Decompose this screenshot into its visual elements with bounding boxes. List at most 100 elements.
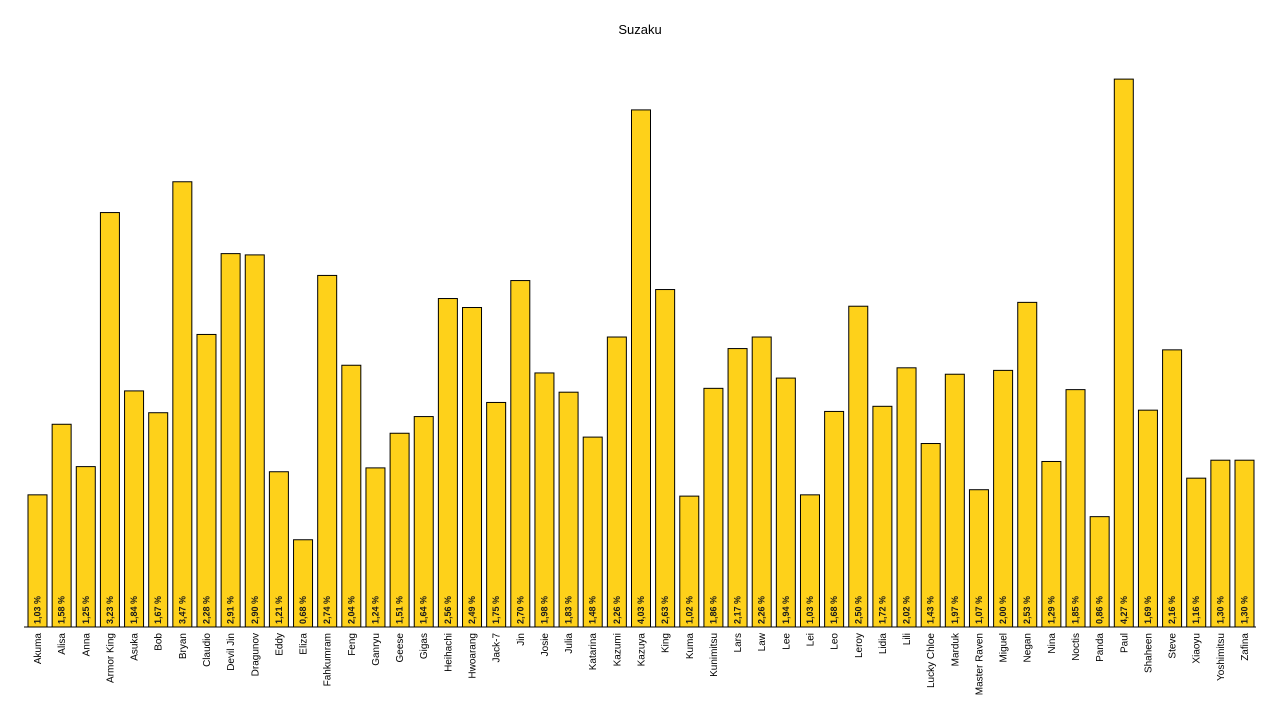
bar: [244, 254, 265, 628]
x-tick-label: Xiaoyu: [1192, 633, 1203, 664]
bar-value-label: 1,68 %: [829, 596, 839, 624]
bar: [1041, 460, 1062, 628]
x-tick-label: Ganryu: [371, 633, 382, 666]
bar: [1113, 78, 1134, 628]
x-tick-label: King: [661, 633, 672, 653]
bar-value-label: 0,68 %: [298, 596, 308, 624]
x-tick-label: Leroy: [854, 633, 865, 658]
bar: [1186, 477, 1207, 628]
bar-value-label: 1,72 %: [877, 596, 887, 624]
x-tick-label: Bryan: [178, 633, 189, 659]
x-tick-label: Lucky Chloe: [926, 633, 937, 688]
bar-value-label: 1,25 %: [81, 596, 91, 624]
bar: [824, 410, 845, 628]
bar-value-label: 4,03 %: [636, 596, 646, 624]
x-tick-label: Hwoarang: [468, 633, 479, 679]
x-tick-label: Jin: [516, 633, 527, 646]
bar: [655, 289, 676, 628]
bar-value-label: 2,56 %: [443, 596, 453, 624]
bar: [920, 443, 941, 628]
bar: [727, 348, 748, 628]
x-tick-label: Josie: [540, 633, 551, 657]
bar-value-label: 2,50 %: [853, 596, 863, 624]
bar-value-label: 2,63 %: [660, 596, 670, 624]
bar-value-label: 1,84 %: [129, 596, 139, 624]
bar-value-label: 1,86 %: [708, 596, 718, 624]
x-tick-label: Lei: [805, 633, 816, 646]
bar: [606, 336, 627, 628]
bar: [462, 307, 483, 628]
x-tick-label: Paul: [1119, 633, 1130, 653]
bar: [486, 401, 507, 628]
bar-value-label: 1,83 %: [564, 596, 574, 624]
bar-value-label: 2,53 %: [1022, 596, 1032, 624]
x-tick-label: Kazumi: [612, 633, 623, 666]
bar-value-label: 1,16 %: [1191, 596, 1201, 624]
x-tick-label: Heihachi: [443, 633, 454, 672]
bar: [99, 212, 120, 628]
bar: [775, 377, 796, 628]
bar-value-label: 2,28 %: [201, 596, 211, 624]
x-tick-label: Lidia: [878, 633, 889, 655]
x-tick-label: Nina: [1047, 633, 1058, 654]
bar-value-label: 1,75 %: [491, 596, 501, 624]
bar: [1137, 409, 1158, 628]
x-tick-label: Lee: [781, 633, 792, 650]
bar: [27, 494, 48, 628]
x-tick-label: Steve: [1168, 633, 1179, 659]
chart-title: Suzaku: [618, 22, 661, 37]
bar: [631, 109, 651, 628]
value-labels-group: 1,03 % 1,58 % 1,25 % 3,23 % 1,84 % 1,67 % 3,47…: [33, 596, 1250, 624]
bar: [1017, 301, 1038, 628]
bar-value-label: 1,30 %: [1215, 596, 1225, 624]
x-tick-label: Julia: [564, 633, 575, 654]
bar-value-label: 2,00 %: [998, 596, 1008, 624]
bar-value-label: 1,58 %: [57, 596, 67, 624]
bar: [1210, 459, 1231, 628]
bar: [341, 364, 362, 628]
bars-group: [27, 78, 1255, 628]
bar-value-label: 1,21 %: [274, 596, 284, 624]
bar: [75, 466, 96, 628]
x-tick-label: Law: [757, 632, 768, 651]
bar: [268, 471, 289, 628]
x-tick-label: Miguel: [999, 633, 1010, 662]
bar: [220, 253, 241, 628]
bar: [679, 495, 700, 628]
bar-value-label: 1,67 %: [153, 596, 163, 624]
x-tick-label: Asuka: [130, 633, 141, 661]
x-tick-label: Shaheen: [1143, 633, 1154, 673]
bar-value-label: 2,17 %: [733, 596, 743, 624]
bar: [1089, 516, 1110, 628]
bar: [148, 412, 169, 628]
bar-value-label: 1,29 %: [1046, 596, 1056, 624]
x-tick-label: Fahkumram: [323, 633, 334, 686]
x-tick-label: Leo: [830, 633, 841, 650]
bar-value-label: 1,48 %: [588, 596, 598, 624]
bar-value-label: 2,49 %: [467, 596, 477, 624]
bar: [389, 432, 410, 628]
bar-value-label: 1,94 %: [781, 596, 791, 624]
bar: [413, 416, 434, 628]
x-tick-label: Geese: [395, 633, 406, 663]
bar: [993, 369, 1014, 628]
x-tick-label: Katarina: [588, 633, 599, 671]
bar: [703, 387, 724, 628]
bar: [582, 436, 603, 628]
bar: [558, 391, 579, 628]
bar-value-label: 1,30 %: [1240, 596, 1250, 624]
bar: [534, 372, 555, 628]
x-tick-label: Master Raven: [974, 633, 985, 695]
x-tick-label: Zafina: [1240, 633, 1251, 661]
x-tick-label: Kunimitsu: [709, 633, 720, 677]
bar-value-label: 2,26 %: [757, 596, 767, 624]
bar: [872, 405, 893, 628]
bar-value-label: 1,43 %: [926, 596, 936, 624]
bar-value-label: 1,64 %: [419, 596, 429, 624]
x-tick-label: Alisa: [57, 633, 68, 655]
x-tick-label: Armor King: [105, 633, 116, 683]
bar-value-label: 1,02 %: [684, 596, 694, 624]
bar-value-label: 3,47 %: [177, 596, 187, 624]
bar: [896, 367, 917, 628]
bar-value-label: 2,74 %: [322, 596, 332, 624]
